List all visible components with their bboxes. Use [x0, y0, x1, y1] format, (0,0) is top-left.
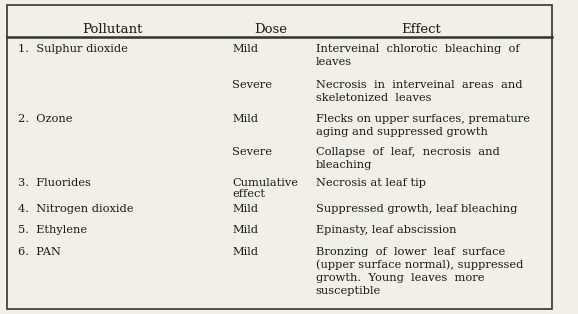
Text: 6.  PAN: 6. PAN [18, 246, 61, 257]
Text: Bronzing  of  lower  leaf  surface
(upper surface normal), suppressed
growth.  Y: Bronzing of lower leaf surface (upper su… [316, 246, 523, 296]
Text: Suppressed growth, leaf bleaching: Suppressed growth, leaf bleaching [316, 204, 517, 214]
Text: Collapse  of  leaf,  necrosis  and
bleaching: Collapse of leaf, necrosis and bleaching [316, 147, 499, 170]
Text: Cumulative
effect: Cumulative effect [232, 178, 298, 199]
Text: Dose: Dose [254, 23, 288, 36]
Text: 2.  Ozone: 2. Ozone [18, 114, 73, 124]
Text: Interveinal  chlorotic  bleaching  of
leaves: Interveinal chlorotic bleaching of leave… [316, 44, 519, 67]
Text: 1.  Sulphur dioxide: 1. Sulphur dioxide [18, 44, 128, 54]
Text: 4.  Nitrogen dioxide: 4. Nitrogen dioxide [18, 204, 134, 214]
Text: Flecks on upper surfaces, premature
aging and suppressed growth: Flecks on upper surfaces, premature agin… [316, 114, 529, 137]
Text: Severe: Severe [232, 80, 272, 90]
Text: 5.  Ethylene: 5. Ethylene [18, 225, 87, 236]
Text: Effect: Effect [401, 23, 441, 36]
Text: Mild: Mild [232, 204, 258, 214]
Text: Pollutant: Pollutant [83, 23, 143, 36]
Text: Epinasty, leaf abscission: Epinasty, leaf abscission [316, 225, 456, 236]
FancyBboxPatch shape [7, 4, 552, 310]
Text: Severe: Severe [232, 147, 272, 157]
Text: Mild: Mild [232, 44, 258, 54]
Text: Mild: Mild [232, 246, 258, 257]
Text: Necrosis  in  interveinal  areas  and
skeletonized  leaves: Necrosis in interveinal areas and skelet… [316, 80, 522, 103]
Text: 3.  Fluorides: 3. Fluorides [18, 178, 91, 188]
Text: Mild: Mild [232, 114, 258, 124]
Text: Necrosis at leaf tip: Necrosis at leaf tip [316, 178, 425, 188]
Text: Mild: Mild [232, 225, 258, 236]
